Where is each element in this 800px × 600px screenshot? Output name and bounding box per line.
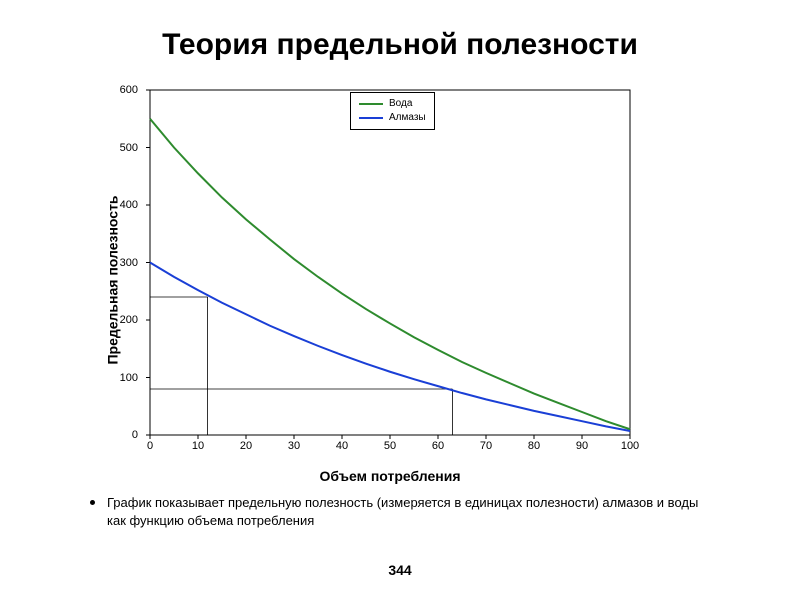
slide-title: Теория предельной полезности [0, 0, 800, 66]
legend-swatch [359, 103, 383, 105]
caption: График показывает предельную полезность … [90, 494, 710, 529]
xtick-label: 20 [240, 440, 252, 452]
page-number: 344 [0, 562, 800, 578]
ytick-label: 500 [120, 142, 138, 154]
legend-item: Алмазы [359, 111, 426, 125]
bullet-icon [90, 500, 95, 505]
xtick-label: 40 [336, 440, 348, 452]
x-axis-label: Объем потребления [90, 468, 690, 484]
xtick-label: 30 [288, 440, 300, 452]
legend-label: Вода [389, 97, 412, 111]
xtick-label: 90 [576, 440, 588, 452]
legend-item: Вода [359, 97, 426, 111]
xtick-label: 10 [192, 440, 204, 452]
legend-swatch [359, 117, 383, 119]
legend-label: Алмазы [389, 111, 426, 125]
xtick-label: 50 [384, 440, 396, 452]
y-axis-label: Предельная полезность [105, 195, 121, 364]
ytick-label: 100 [120, 372, 138, 384]
xtick-label: 70 [480, 440, 492, 452]
xtick-label: 0 [147, 440, 153, 452]
ytick-label: 600 [120, 84, 138, 96]
caption-text: График показывает предельную полезность … [107, 494, 710, 529]
marginal-utility-chart: Предельная полезность Объем потребления … [90, 80, 690, 480]
xtick-label: 60 [432, 440, 444, 452]
ytick-label: 400 [120, 199, 138, 211]
ytick-label: 200 [120, 314, 138, 326]
xtick-label: 80 [528, 440, 540, 452]
xtick-label: 100 [621, 440, 639, 452]
ytick-label: 0 [132, 429, 138, 441]
chart-legend: ВодаАлмазы [350, 92, 435, 130]
ytick-label: 300 [120, 257, 138, 269]
chart-svg [90, 80, 690, 480]
